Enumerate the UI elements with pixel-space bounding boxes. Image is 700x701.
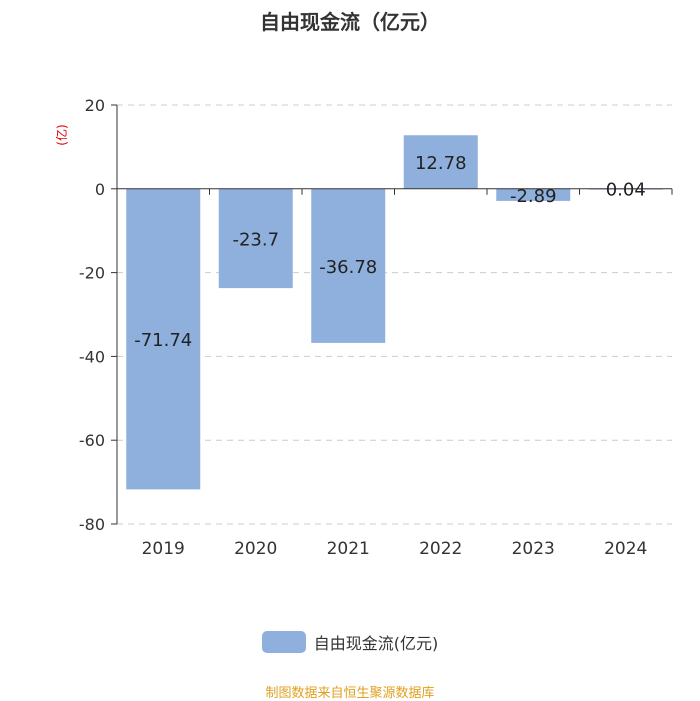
x-tick-label: 2020 xyxy=(234,539,277,559)
y-tick-label: -80 xyxy=(79,515,105,534)
y-tick-label: 20 xyxy=(85,96,105,115)
y-tick-label: -60 xyxy=(79,431,105,450)
legend-label[interactable]: 自由现金流(亿元) xyxy=(313,634,439,653)
x-tick-label: 2024 xyxy=(604,539,647,559)
bars xyxy=(126,135,663,490)
y-axis-unit-label: (亿) xyxy=(54,124,69,145)
data-label: 0.04 xyxy=(606,180,646,201)
legend-swatch[interactable] xyxy=(261,631,306,653)
bar-2021[interactable] xyxy=(311,188,386,343)
data-labels: -71.74 -23.7 -36.78 12.78 -2.89 0.04 xyxy=(134,153,646,351)
bar-2019[interactable] xyxy=(126,188,201,490)
x-tick-label: 2022 xyxy=(419,539,462,559)
bar-2023[interactable] xyxy=(496,188,571,201)
x-tick-label: 2023 xyxy=(512,539,555,559)
data-label: -23.7 xyxy=(232,229,279,250)
data-label: 12.78 xyxy=(415,153,467,174)
y-tick-label: 0 xyxy=(95,180,105,199)
y-tick-label: -20 xyxy=(79,264,105,283)
bar-2022[interactable] xyxy=(403,135,478,189)
chart-title: 自由现金流（亿元） xyxy=(260,10,440,34)
y-tick-label: -40 xyxy=(79,347,105,366)
x-tick-label: 2021 xyxy=(327,539,370,559)
legend[interactable]: 自由现金流(亿元) xyxy=(0,630,700,654)
axes: 20 0 -20 -40 -60 -80 2019 2020 2021 2022 2023 2024 xyxy=(79,96,673,559)
data-label: -36.78 xyxy=(319,257,377,278)
data-label: -2.89 xyxy=(510,186,557,207)
source-note: 制图数据来自恒生聚源数据库 xyxy=(265,686,435,701)
x-tick-label: 2019 xyxy=(142,539,185,559)
gridlines xyxy=(117,104,672,525)
bar-2020[interactable] xyxy=(218,188,293,289)
data-label: -71.74 xyxy=(134,330,192,351)
